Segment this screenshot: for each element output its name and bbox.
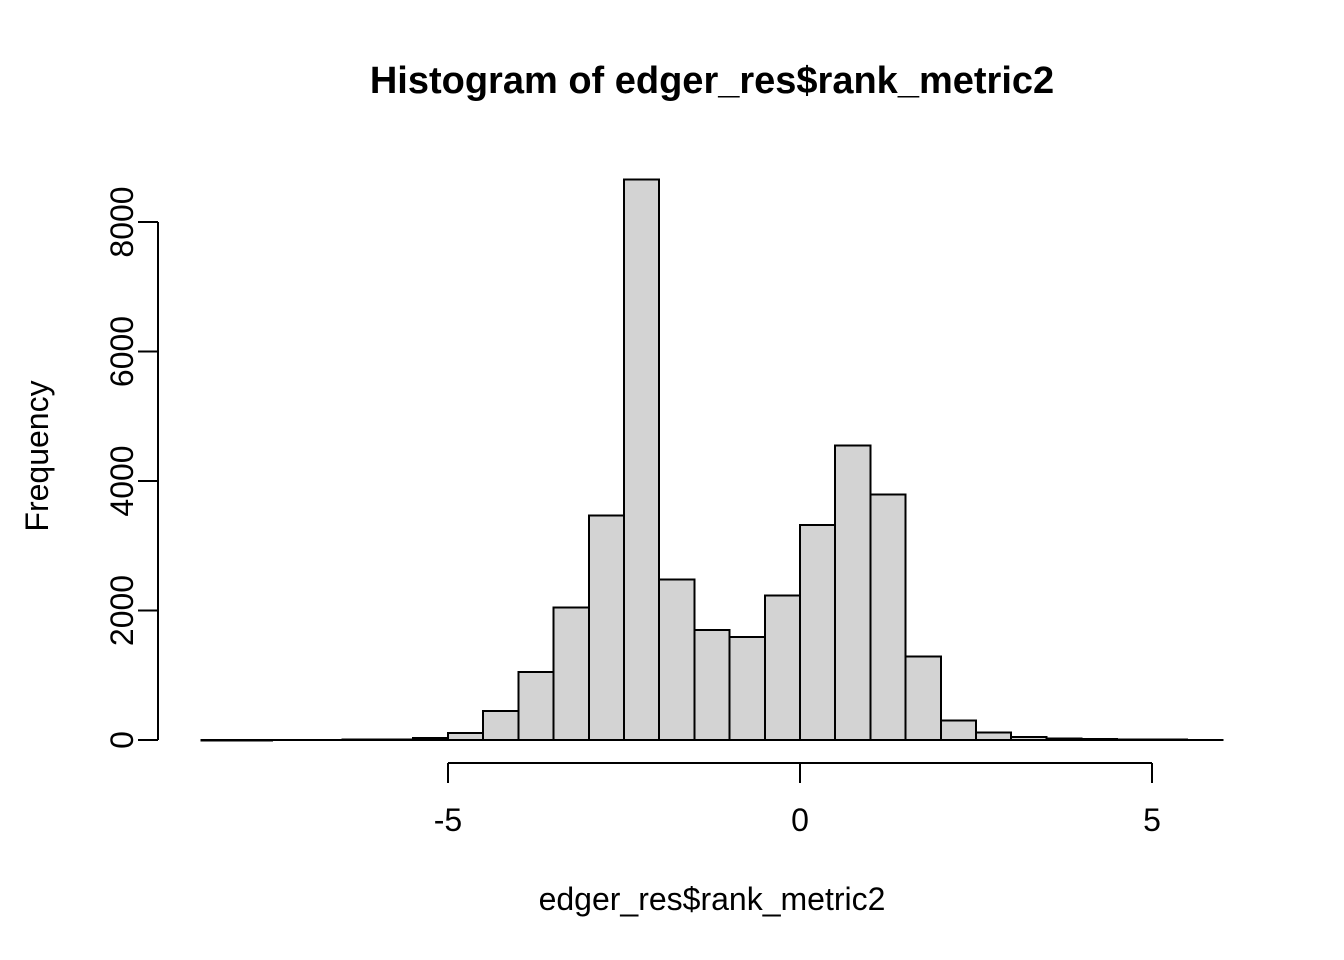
histogram-bar xyxy=(904,655,942,741)
histogram-bar xyxy=(587,514,625,741)
histogram-bar xyxy=(1080,738,1118,742)
histogram-bar xyxy=(1010,735,1048,741)
chart-title: Histogram of edger_res$rank_metric2 xyxy=(370,60,1054,102)
axes-layer: -5 0 5 0 2000 4000 6000 8000 xyxy=(104,186,1161,838)
bars-layer xyxy=(200,178,1224,742)
x-tick-label: -5 xyxy=(434,802,462,838)
x-axis-label: edger_res$rank_metric2 xyxy=(539,881,886,917)
y-tick-label: 4000 xyxy=(104,445,140,516)
histogram-bar xyxy=(693,628,731,742)
histogram-bar xyxy=(975,731,1013,741)
x-tick-label: 5 xyxy=(1143,802,1161,838)
y-tick-label: 8000 xyxy=(104,186,140,257)
x-tick-label: 0 xyxy=(791,802,809,838)
histogram-bar xyxy=(376,738,414,742)
histogram-bar xyxy=(869,493,907,741)
histogram-bar xyxy=(1045,737,1083,742)
y-tick-label: 0 xyxy=(104,731,140,749)
y-tick-label: 2000 xyxy=(104,575,140,646)
histogram-bar xyxy=(834,444,872,741)
histogram-bar xyxy=(552,606,590,741)
histogram-bar xyxy=(411,737,449,741)
histogram-bar xyxy=(623,178,661,742)
histogram-bar xyxy=(799,524,837,741)
y-axis-label: Frequency xyxy=(19,380,55,531)
histogram-bar xyxy=(482,709,520,742)
y-tick-label: 6000 xyxy=(104,316,140,387)
histogram-bar xyxy=(728,636,766,741)
histogram-bar xyxy=(763,594,801,741)
histogram-bar xyxy=(517,671,555,741)
histogram-bar xyxy=(1115,738,1154,741)
histogram-bar xyxy=(939,719,977,741)
histogram-bar xyxy=(447,731,485,742)
histogram-bar xyxy=(658,578,696,742)
